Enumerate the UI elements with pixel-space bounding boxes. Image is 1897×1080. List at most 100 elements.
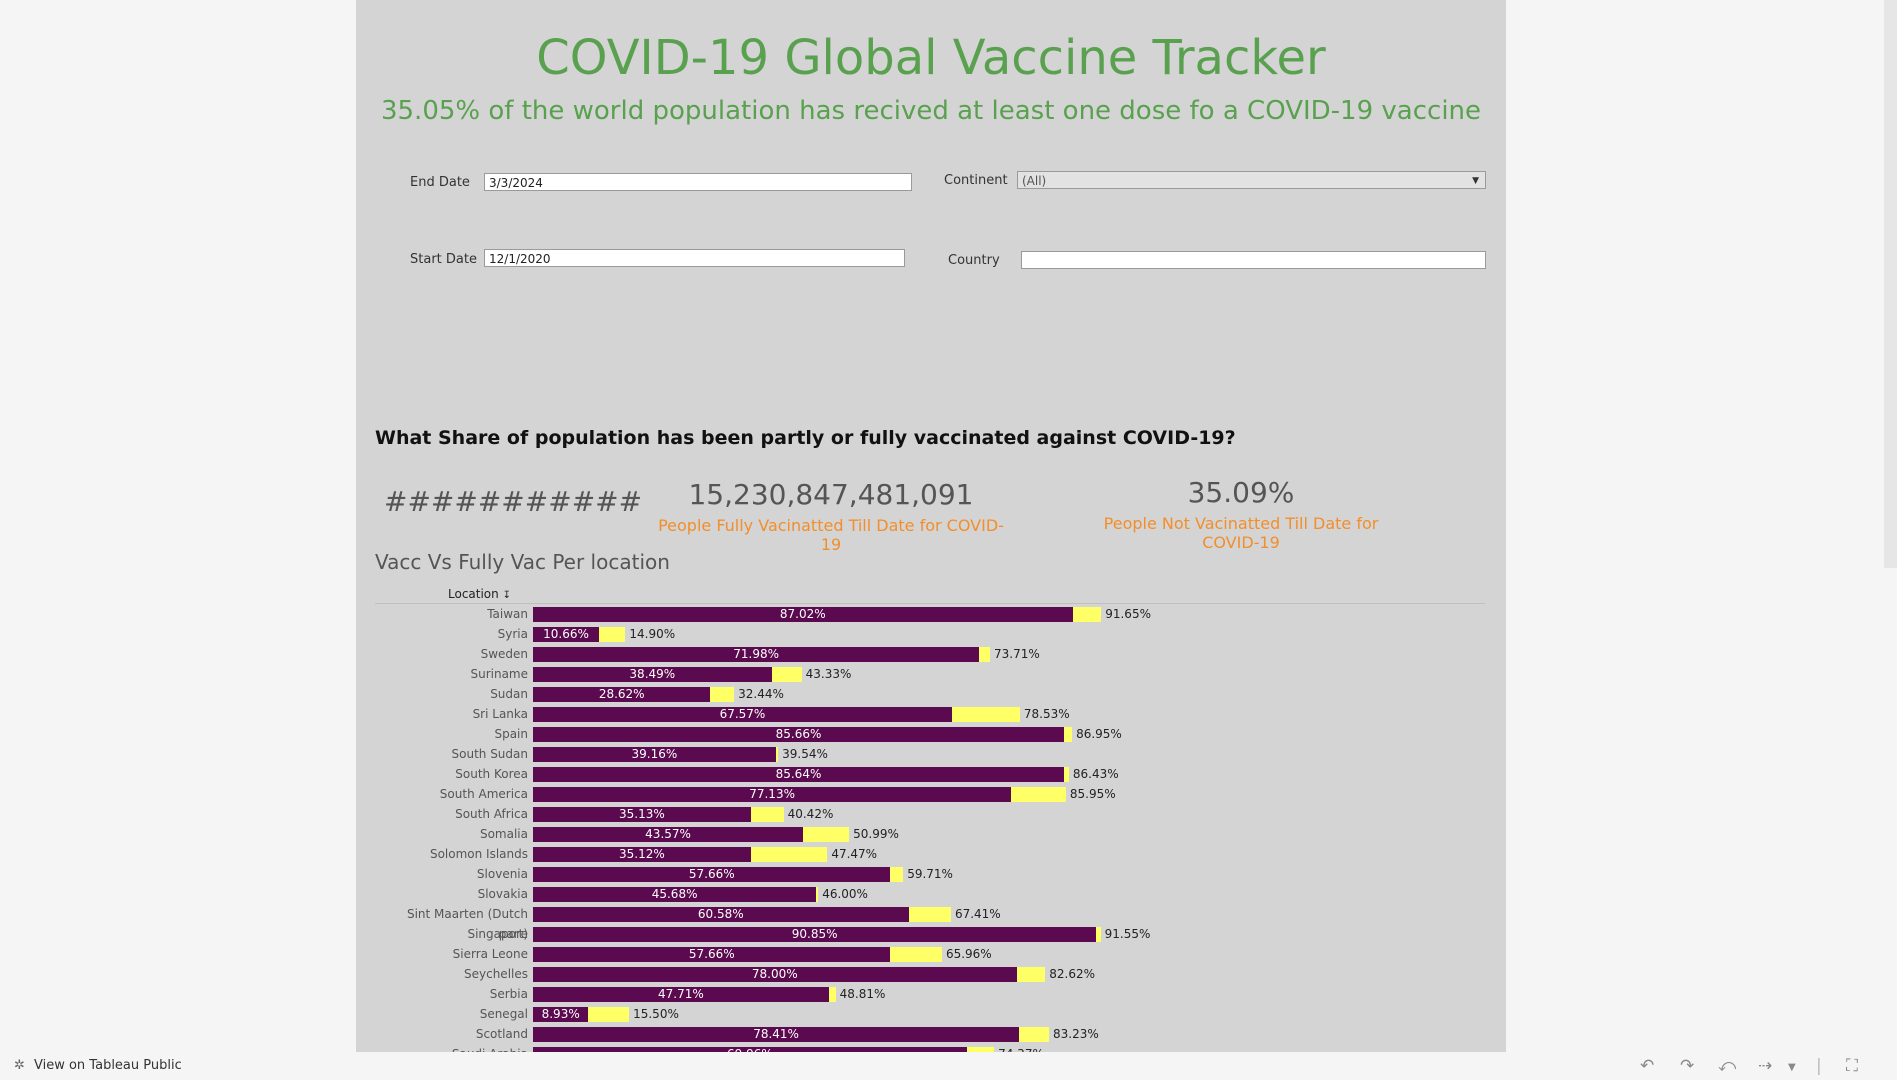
chart-row[interactable]: Sweden 71.98% 73.71% (375, 644, 1475, 664)
view-on-tableau-link[interactable]: ✲ View on Tableau Public (14, 1058, 182, 1073)
chart-row[interactable]: South Sudan 39.16% 39.54% (375, 744, 1475, 764)
fully-vaccinated-value-label: 48.81% (839, 987, 886, 1001)
partly-vaccinated-bar[interactable] (533, 967, 1017, 982)
partly-vaccinated-bar[interactable] (533, 727, 1065, 742)
partly-vaccinated-value-label: 60.58% (697, 907, 744, 921)
location-label: South America (439, 787, 528, 801)
location-label: Sint Maarten (Dutch part) (406, 907, 528, 941)
partly-vaccinated-bar[interactable] (533, 987, 829, 1002)
chart-row[interactable]: Saudi Arabia 69.96% 74.37% (375, 1044, 1475, 1052)
partly-vaccinated-bar[interactable] (533, 767, 1064, 782)
chart-row[interactable]: Serbia 47.71% 48.81% (375, 984, 1475, 1004)
partly-vaccinated-bar[interactable] (533, 1047, 967, 1052)
location-label: Slovenia (476, 867, 528, 881)
chart-row[interactable]: Sudan 28.62% 32.44% (375, 684, 1475, 704)
partly-vaccinated-bar[interactable] (533, 1007, 589, 1022)
fully-vaccinated-value-label: 86.43% (1072, 767, 1119, 781)
chart-row[interactable]: South Korea 85.64% 86.43% (375, 764, 1475, 784)
chart-row[interactable]: Suriname 38.49% 43.33% (375, 664, 1475, 684)
partly-vaccinated-bar[interactable] (533, 887, 817, 902)
redo-icon[interactable]: ↷ (1680, 1056, 1695, 1076)
country-input[interactable] (1021, 251, 1486, 269)
chart-row[interactable]: Syria 10.66% 14.90% (375, 624, 1475, 644)
dashboard-subtitle: 35.05% of the world population has reciv… (380, 96, 1482, 126)
location-label: Slovakia (477, 887, 528, 901)
start-date-label: Start Date (410, 252, 477, 267)
partly-vaccinated-bar[interactable] (533, 687, 711, 702)
chart-row[interactable]: Senegal 8.93% 15.50% (375, 1004, 1475, 1024)
partly-vaccinated-bar[interactable] (533, 847, 751, 862)
chart-row[interactable]: Slovenia 57.66% 59.71% (375, 864, 1475, 884)
end-date-label: End Date (410, 175, 470, 190)
location-label: Singapore (467, 927, 528, 941)
partly-vaccinated-bar[interactable] (533, 927, 1097, 942)
kpi-total-vaccinated: ########### (384, 485, 643, 518)
chart-section-title: Vacc Vs Fully Vac Per location (375, 550, 670, 574)
chart-row[interactable]: Spain 85.66% 86.95% (375, 724, 1475, 744)
chart-row[interactable]: Taiwan 87.02% 91.65% (375, 604, 1475, 624)
fully-vaccinated-value-label: 73.71% (994, 647, 1040, 661)
kpi-not-vaccinated-label: People Not Vacinatted Till Date for COVI… (1103, 514, 1379, 552)
undo-icon[interactable]: ↶ (1640, 1056, 1655, 1076)
partly-vaccinated-bar[interactable] (533, 1027, 1020, 1042)
fully-vaccinated-value-label: 82.62% (1049, 967, 1095, 981)
continent-value: (All) (1022, 174, 1047, 188)
tableau-logo-icon: ✲ (14, 1058, 25, 1073)
partly-vaccinated-bar[interactable] (533, 747, 776, 762)
partly-vaccinated-bar[interactable] (533, 827, 804, 842)
partly-vaccinated-bar[interactable] (533, 607, 1073, 622)
partly-vaccinated-value-label: 38.49% (629, 667, 676, 681)
fullscreen-icon[interactable]: ⛶ (1846, 1056, 1858, 1076)
country-label: Country (948, 253, 1000, 268)
continent-dropdown[interactable]: (All) ▼ (1017, 171, 1486, 189)
fully-vaccinated-value-label: 43.33% (805, 667, 852, 681)
fully-vaccinated-value-label: 59.71% (907, 867, 953, 881)
partly-vaccinated-bar[interactable] (533, 627, 600, 642)
chart-row[interactable]: South Africa 35.13% 40.42% (375, 804, 1475, 824)
start-date-input[interactable]: 12/1/2020 (484, 249, 905, 267)
refresh-icon[interactable]: ⇢ (1758, 1056, 1773, 1076)
partly-vaccinated-value-label: 39.16% (631, 747, 678, 761)
partly-vaccinated-bar[interactable] (533, 867, 891, 882)
chart-row[interactable]: Slovakia 45.68% 46.00% (375, 884, 1475, 904)
partly-vaccinated-value-label: 28.62% (598, 687, 645, 701)
partly-vaccinated-value-label: 8.93% (541, 1007, 580, 1021)
location-label: Somalia (479, 827, 528, 841)
partly-vaccinated-bar[interactable] (533, 647, 980, 662)
partly-vaccinated-bar[interactable] (533, 667, 772, 682)
partly-vaccinated-bar[interactable] (533, 947, 891, 962)
chart-row[interactable]: Sri Lanka 67.57% 78.53% (375, 704, 1475, 724)
share-dropdown-icon[interactable]: ▼ (1788, 1062, 1796, 1073)
fully-vaccinated-value-label: 86.95% (1076, 727, 1122, 741)
partly-vaccinated-bar[interactable] (533, 907, 909, 922)
partly-vaccinated-value-label: 35.12% (618, 847, 665, 861)
page-scrollbar[interactable] (1884, 0, 1897, 568)
chart-row[interactable]: Solomon Islands 35.12% 47.47% (375, 844, 1475, 864)
revert-icon[interactable]: ⤺ (1718, 1056, 1737, 1076)
sort-descending-icon[interactable]: ↧ (502, 590, 511, 601)
chevron-down-icon[interactable]: ▼ (1472, 176, 1479, 186)
location-label: Senegal (479, 1007, 528, 1021)
chart-row[interactable]: Singapore 90.85% 91.55% (375, 924, 1475, 944)
header-divider (375, 603, 1485, 604)
tableau-link-label: View on Tableau Public (34, 1058, 182, 1073)
partly-vaccinated-value-label: 47.71% (658, 987, 704, 1001)
partly-vaccinated-value-label: 69.96% (533, 1047, 967, 1052)
location-label: Sweden (480, 647, 528, 661)
chart-row[interactable]: Scotland 78.41% 83.23% (375, 1024, 1475, 1044)
chart-row[interactable]: Sint Maarten (Dutch part) 60.58% 67.41% (375, 904, 1475, 941)
partly-vaccinated-bar[interactable] (533, 807, 751, 822)
partly-vaccinated-bar[interactable] (533, 787, 1012, 802)
chart-row[interactable]: South America 77.13% 85.95% (375, 784, 1475, 804)
partly-vaccinated-bar[interactable] (533, 707, 952, 722)
end-date-input[interactable]: 3/3/2024 (484, 173, 912, 191)
chart-row[interactable]: Somalia 43.57% 50.99% (375, 824, 1475, 844)
location-column-header[interactable]: Location ↧ (448, 587, 511, 601)
fully-vaccinated-value-label: 15.50% (633, 1007, 679, 1021)
partly-vaccinated-value-label: 10.66% (543, 627, 589, 641)
chart-row[interactable]: Sierra Leone 57.66% 65.96% (375, 944, 1475, 964)
dashboard-title: COVID-19 Global Vaccine Tracker (536, 30, 1326, 86)
location-label: Sierra Leone (452, 947, 528, 961)
chart-row[interactable]: Seychelles 78.00% 82.62% (375, 964, 1475, 984)
fully-vaccinated-value-label: 65.96% (945, 947, 992, 961)
